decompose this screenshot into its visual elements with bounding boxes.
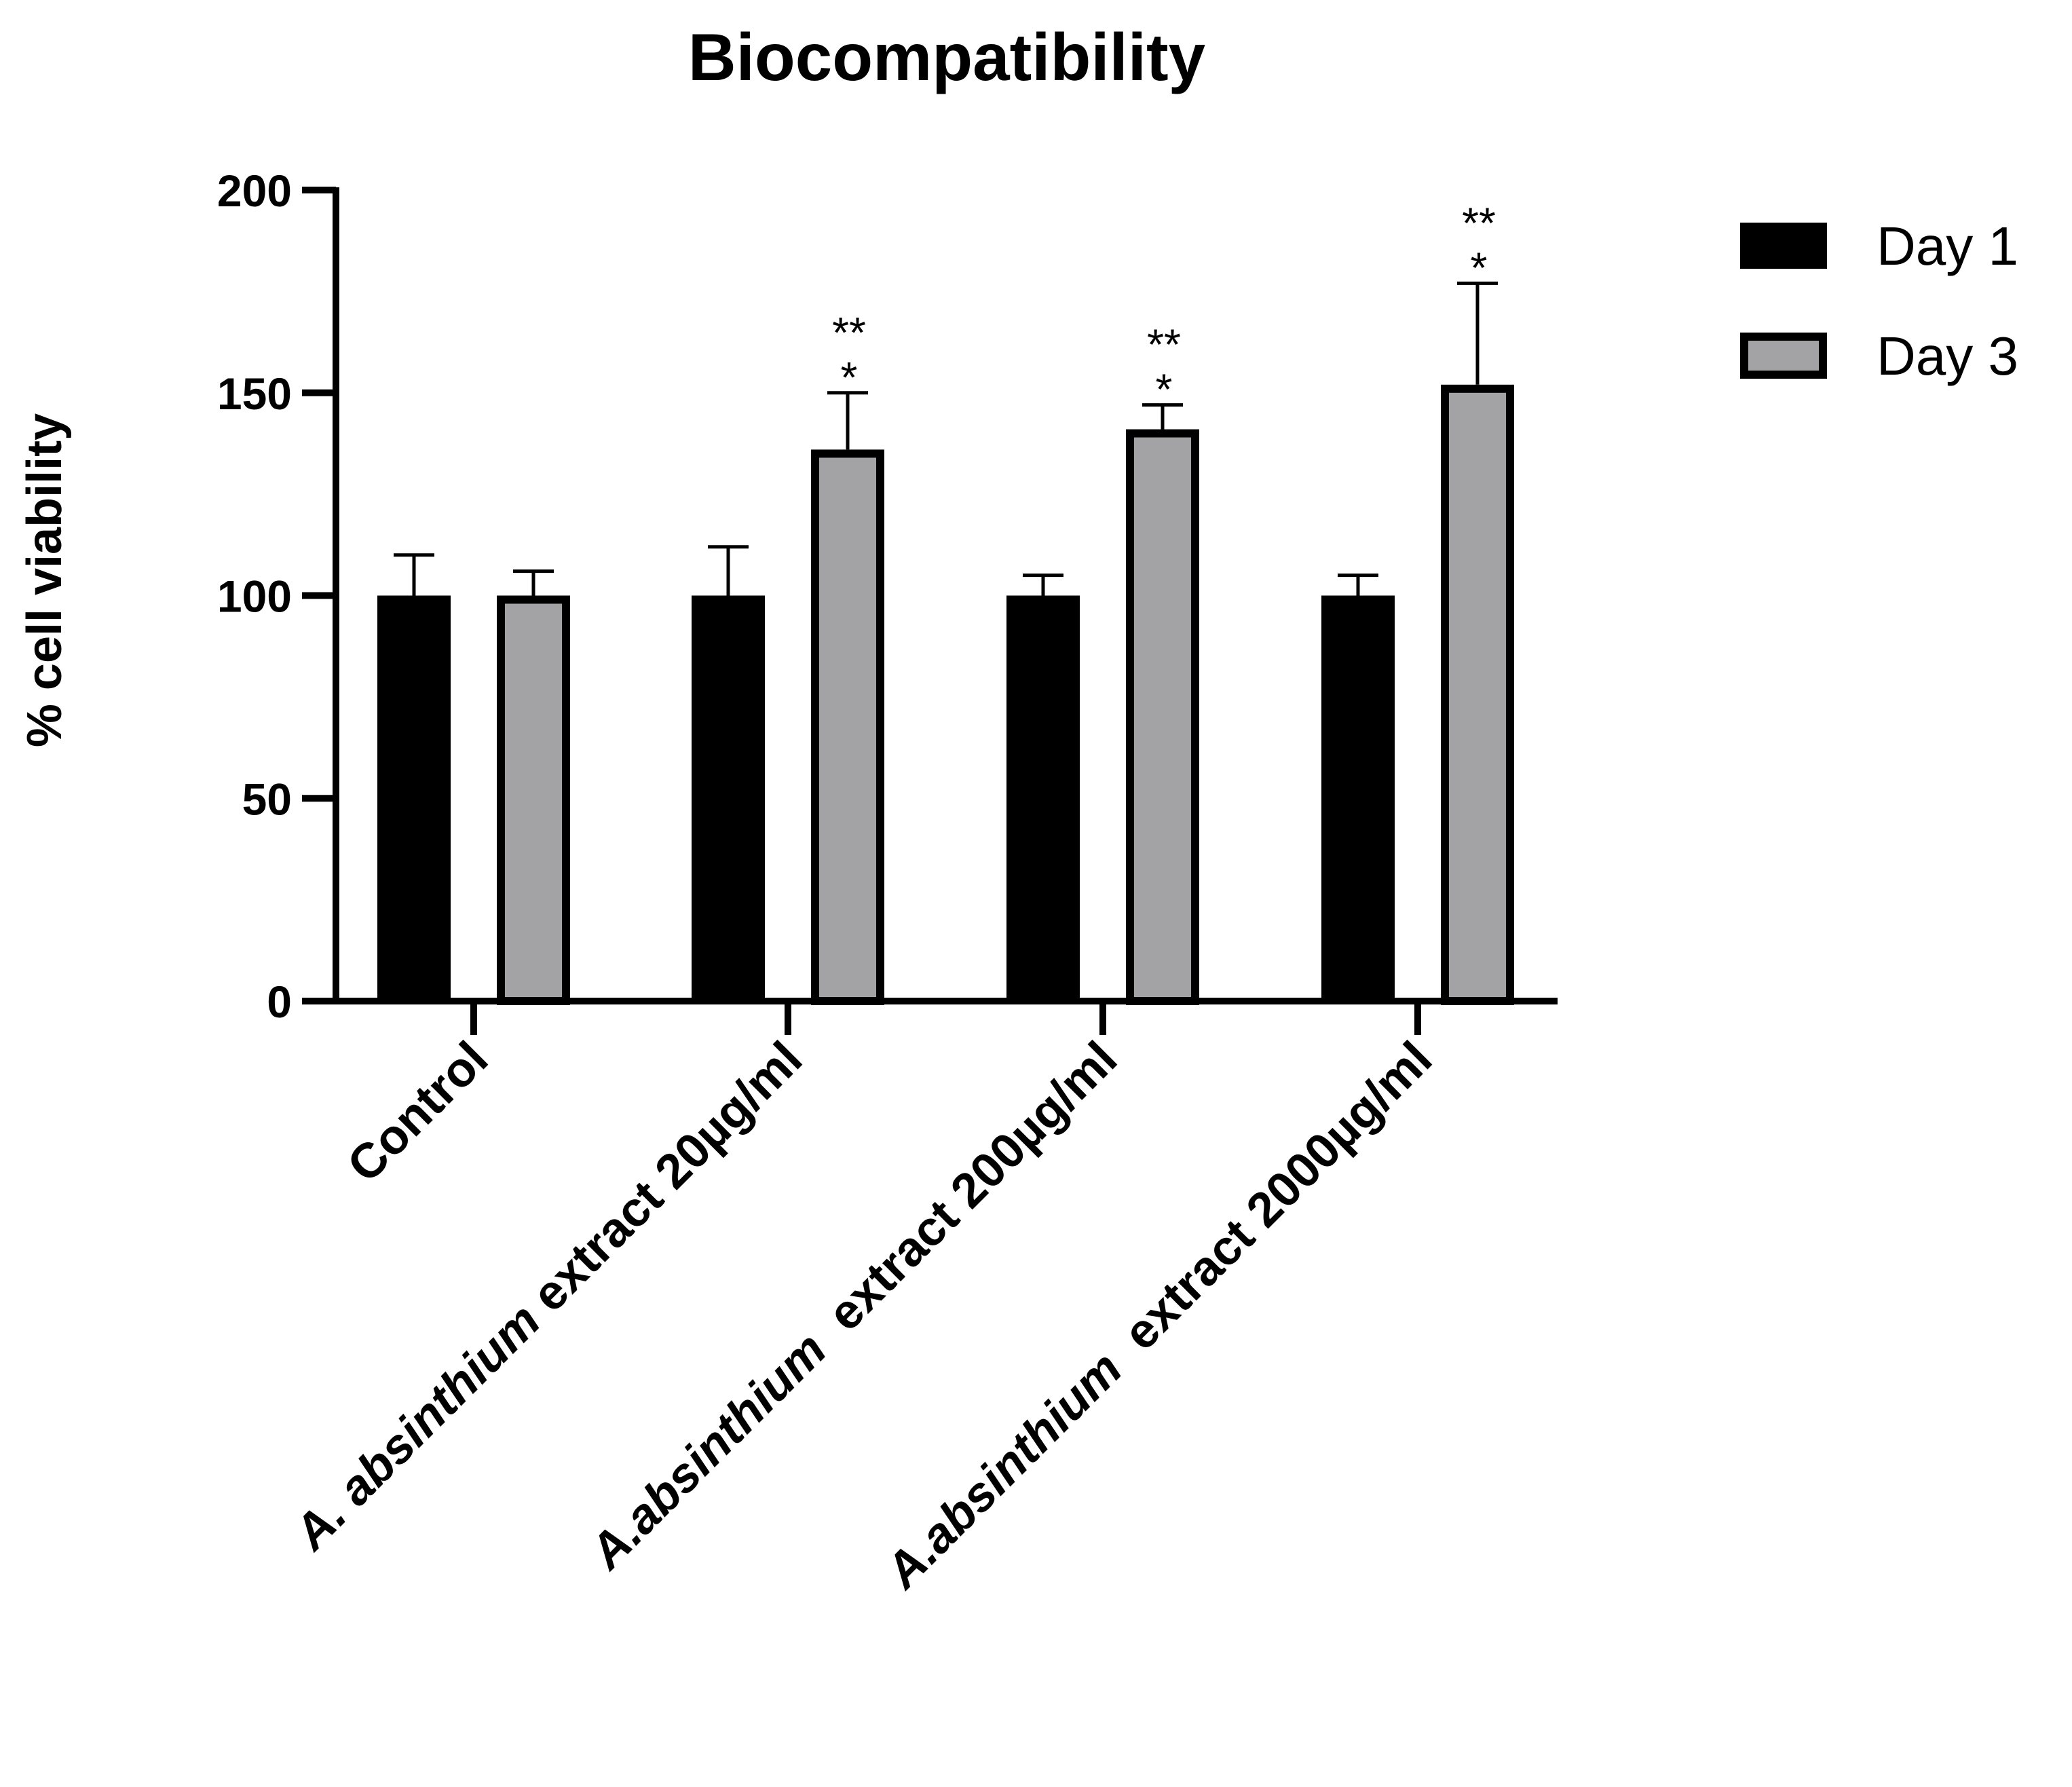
bar-day3: [497, 595, 570, 1005]
legend: Day 1 Day 3: [1740, 216, 2018, 386]
bar-day1: [1006, 595, 1080, 1001]
bars: *********: [377, 198, 1514, 1005]
significance-label: *: [841, 353, 858, 402]
legend-label: Day 1: [1877, 216, 2018, 276]
significance-label: *: [1156, 365, 1173, 414]
bar-day3: [1441, 384, 1514, 1005]
x-category-label: A.absinthium extract 2000µg/ml: [874, 1032, 1442, 1600]
bar-day1: [1321, 595, 1395, 1001]
x-category-label-italic: A.absinthium: [874, 1341, 1132, 1599]
y-tick-label: 0: [267, 977, 292, 1027]
bar-day3: [1126, 429, 1199, 1005]
x-category-label: A.absinthium extract 200µg/ml: [579, 1032, 1128, 1581]
significance-label: *: [1471, 243, 1488, 292]
legend-swatch-day3: [1740, 333, 1827, 379]
x-category-label: A. absinthium extract 20µg/ml: [283, 1032, 812, 1561]
x-category-label-text: extract 2000µg/ml: [1094, 1032, 1442, 1380]
legend-label: Day 3: [1877, 326, 2018, 386]
bar-day3: [811, 449, 884, 1005]
legend-swatch-day1: [1740, 223, 1827, 269]
significance-label: **: [1147, 320, 1181, 369]
x-category-label-text: Control: [337, 1032, 499, 1193]
y-axis-label: % cell viability: [18, 413, 72, 747]
bar-day1: [692, 595, 765, 1001]
bar-day1: [377, 595, 451, 1001]
y-tick-label: 200: [217, 166, 292, 216]
significance-label: **: [832, 308, 866, 357]
y-tick-label: 100: [217, 571, 292, 622]
significance-label: **: [1462, 198, 1496, 247]
chart-title: Biocompatibility: [688, 20, 1205, 94]
x-category-label-italic: A.absinthium: [579, 1322, 837, 1580]
x-category-label-italic: A. absinthium: [283, 1294, 551, 1562]
y-tick-label: 50: [242, 774, 292, 824]
y-tick-label: 150: [217, 369, 292, 419]
x-category-label: Control: [337, 1032, 499, 1193]
x-category-label-text: extract 20µg/ml: [512, 1032, 812, 1332]
x-category-label-text: extract 200µg/ml: [798, 1032, 1127, 1361]
